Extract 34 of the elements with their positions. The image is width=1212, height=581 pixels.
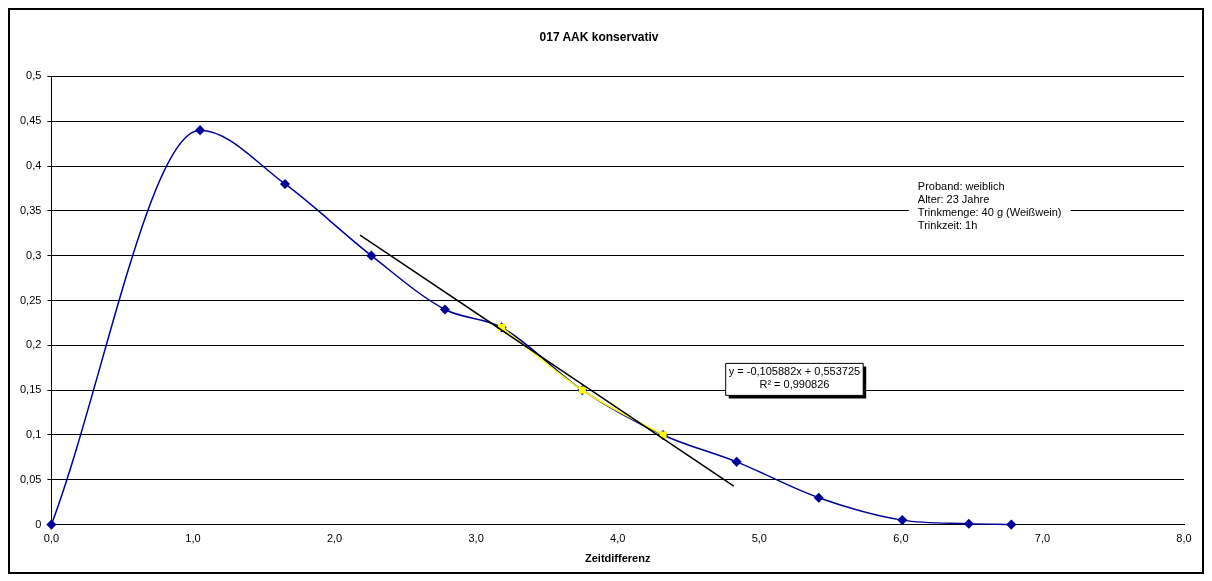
y-tick-label: 0,5 [26, 69, 42, 82]
point [897, 515, 908, 525]
y-tick-label: 0,45 [19, 114, 42, 127]
x-axis-title: Zeitdifferenz [585, 552, 651, 565]
annotation: y = -0,105882x + 0,553725 R² = 0,990826 [728, 364, 861, 390]
y-tick-label: 0,05 [19, 472, 42, 485]
point [195, 125, 205, 135]
y-tick-label: 0,1 [26, 427, 42, 440]
x-tick-label: 4,0 [610, 532, 626, 545]
x-tick-label: 1,0 [185, 532, 201, 545]
x-tick-label: 7,0 [1034, 532, 1051, 545]
point [813, 492, 824, 503]
x-tick-label: 0,0 [43, 532, 60, 545]
x-tick-label: 3,0 [468, 532, 484, 545]
point [964, 518, 974, 529]
x-tick-label: 8,0 [1176, 532, 1192, 545]
x-tick-label: 5,0 [751, 532, 767, 545]
x-tick-label: 6,0 [893, 532, 909, 545]
point [366, 250, 377, 261]
point [440, 304, 450, 315]
y-tick-label: 0,3 [26, 248, 42, 261]
y-tick-label: 0,2 [26, 338, 42, 351]
annotation: Proband: weiblich Alter: 23 Jahre Trinkmenge: 40 g (Weißwein) Trinkzeit: 1h [917, 179, 1062, 231]
y-tick-label: 0,35 [19, 203, 42, 216]
y-tick-label: 0 [35, 517, 42, 530]
point [731, 457, 742, 467]
chart-title: 017 AAK konservativ [539, 29, 659, 44]
point [280, 179, 290, 189]
y-tick-label: 0,4 [26, 159, 42, 172]
x-tick-label: 2,0 [326, 532, 343, 545]
point [1006, 519, 1017, 530]
y-tick-label: 0,25 [19, 293, 42, 306]
y-tick-label: 0,15 [19, 383, 42, 396]
point [46, 519, 57, 530]
